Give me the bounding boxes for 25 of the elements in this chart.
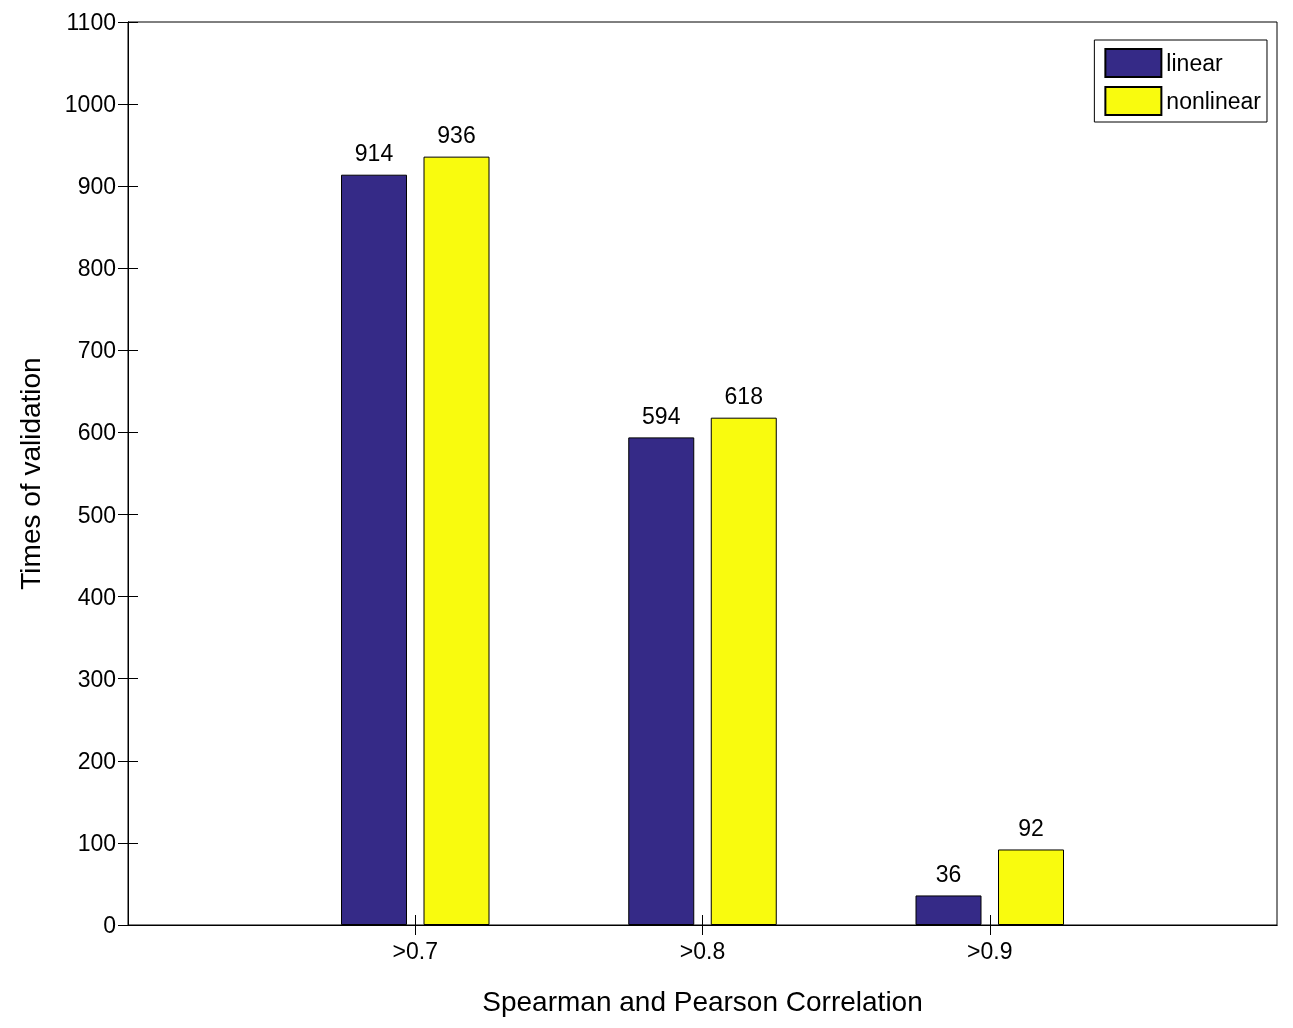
y-tick-label: 900: [77, 173, 116, 200]
y-tick-label: 100: [77, 829, 116, 856]
data-label: 914: [354, 140, 394, 167]
y-tick-label: 1100: [66, 9, 116, 35]
y-tick-label: 300: [77, 665, 116, 692]
y-tick-label: 200: [77, 747, 116, 774]
x-tick-label: >0.8: [679, 937, 726, 964]
y-tick-label: 0: [103, 912, 116, 938]
data-label: 92: [1018, 814, 1044, 841]
y-tick-label: 1000: [64, 91, 116, 118]
x-tick-label: >0.9: [967, 937, 1013, 964]
legend-label: nonlinear: [1166, 88, 1262, 114]
y-axis-title: Times of validation: [14, 357, 46, 590]
y-tick-label: 700: [77, 337, 116, 364]
x-axis-title: Spearman and Pearson Correlation: [482, 985, 923, 1017]
data-label: 936: [437, 122, 476, 149]
y-tick-label: 500: [77, 501, 116, 528]
data-label: 36: [935, 860, 962, 887]
x-tick-label: >0.7: [392, 937, 438, 964]
y-tick-label: 800: [77, 255, 116, 282]
legend-label: linear: [1166, 50, 1223, 76]
data-label: 618: [724, 383, 763, 410]
y-tick-label: 600: [77, 419, 116, 446]
y-tick-label: 400: [77, 583, 116, 610]
data-label: 594: [642, 402, 681, 429]
